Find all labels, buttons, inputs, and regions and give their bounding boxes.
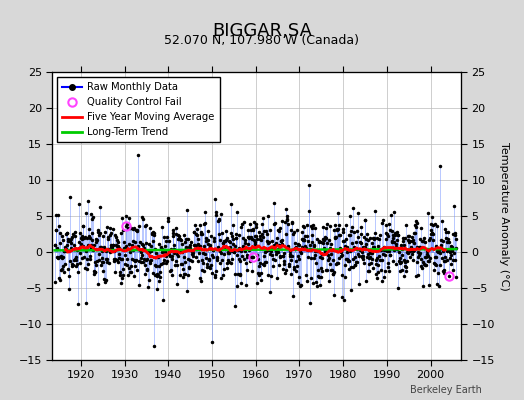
Text: Berkeley Earth: Berkeley Earth — [410, 385, 482, 395]
Text: 52.070 N, 107.980 W (Canada): 52.070 N, 107.980 W (Canada) — [165, 34, 359, 47]
Text: BIGGAR,SA: BIGGAR,SA — [212, 22, 312, 40]
Y-axis label: Temperature Anomaly (°C): Temperature Anomaly (°C) — [499, 142, 509, 290]
Legend: Raw Monthly Data, Quality Control Fail, Five Year Moving Average, Long-Term Tren: Raw Monthly Data, Quality Control Fail, … — [58, 77, 220, 142]
